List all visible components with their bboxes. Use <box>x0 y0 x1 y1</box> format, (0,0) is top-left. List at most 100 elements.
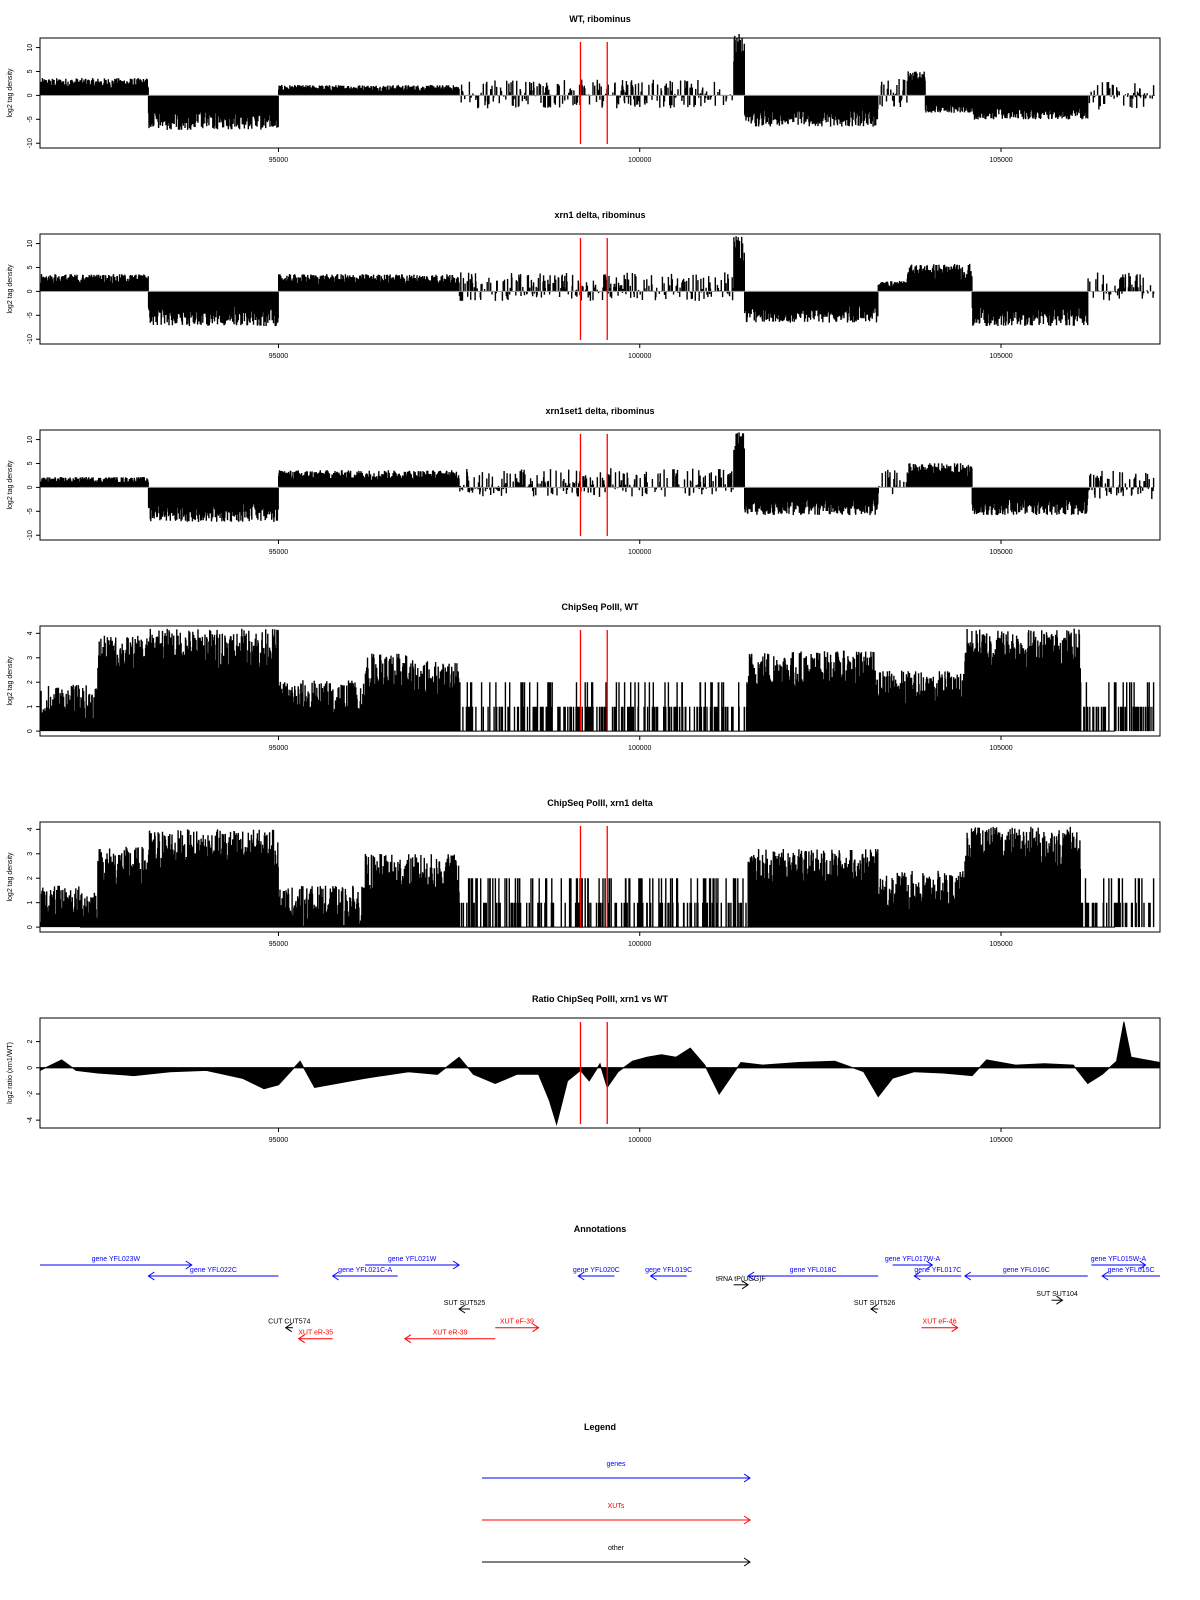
feature-xut-ef-46: XUT eF-46 <box>921 1319 959 1333</box>
feature-gene-yfl021c-a: gene YFL021C-A <box>331 1267 398 1281</box>
arrowhead-icon <box>147 1271 155 1281</box>
y-tick-label: 2 <box>27 1040 34 1044</box>
y-axis-label: log2 tag density <box>7 68 14 118</box>
x-tick-label: 105000 <box>989 941 1012 948</box>
plot-frame <box>39 233 1161 345</box>
chart-panel-2: xrn1 delta, ribominus log2 tag density 105… <box>7 210 1161 360</box>
arrowhead-icon <box>1101 1271 1109 1281</box>
feature-gene-yfl019c: gene YFL019C <box>645 1267 692 1281</box>
y-axis-label: log2 ratio (xrn1/WT) <box>7 1042 14 1104</box>
chart-title: ChipSeq PolII, WT <box>562 602 639 612</box>
y-tick-label: 0 <box>27 925 34 929</box>
y-tick-label: 0 <box>27 289 34 293</box>
x-tick-label: 105000 <box>989 353 1012 360</box>
arrowhead-icon <box>185 1260 193 1270</box>
feature-gene-yfl018c: gene YFL018C <box>747 1267 879 1281</box>
bar-series <box>40 826 1155 928</box>
arrowhead-icon <box>743 1473 751 1483</box>
y-axis-label: log2 tag density <box>7 264 14 314</box>
arrowhead-icon <box>951 1323 959 1333</box>
arrowhead-icon <box>926 1260 934 1270</box>
y-tick-label: 2 <box>27 876 34 880</box>
feature-gene-yfl016c: gene YFL016C <box>964 1267 1088 1281</box>
x-tick-label: 105000 <box>989 745 1012 752</box>
arrowhead-icon <box>577 1271 585 1281</box>
feature-label: gene YFL015C <box>1108 1267 1155 1274</box>
feature-xut-ef-39: XUT eF-39 <box>495 1319 540 1333</box>
arrowhead-icon <box>741 1280 750 1290</box>
arrowhead-icon <box>404 1334 412 1344</box>
arrowhead-icon <box>284 1323 292 1333</box>
x-ticks: 95000 100000 105000 <box>269 148 1013 164</box>
feature-label: SUT SUT104 <box>1036 1291 1078 1298</box>
feature-label: gene YFL015W-A <box>1091 1256 1147 1263</box>
x-ticks: 95000 100000 105000 <box>269 540 1013 556</box>
feature-gene-yfl023w: gene YFL023W <box>40 1256 193 1270</box>
arrowhead-icon <box>1056 1295 1064 1305</box>
feature-cut-cut574: CUT CUT574 <box>268 1319 311 1333</box>
y-ticks: 2 0 -2 -4 <box>27 1040 40 1123</box>
y-tick-label: -10 <box>27 530 34 540</box>
x-tick-label: 95000 <box>269 549 289 556</box>
arrowhead-icon <box>743 1515 751 1525</box>
chart-title: ChipSeq PolII, xrn1 delta <box>547 798 654 808</box>
y-tick-label: 10 <box>27 436 34 444</box>
y-tick-label: -10 <box>27 138 34 148</box>
feature-label: CUT CUT574 <box>268 1319 310 1326</box>
y-tick-label: -5 <box>27 312 34 318</box>
feature-label: tRNA tP(UGG)F <box>716 1276 766 1283</box>
y-ticks: 4 3 2 1 0 <box>27 827 40 929</box>
data-bars <box>40 34 1155 130</box>
feature-trna-tp-ugg-f: tRNA tP(UGG)F <box>716 1276 766 1290</box>
data-bars <box>40 826 1155 928</box>
y-tick-label: 5 <box>27 69 34 73</box>
x-tick-label: 105000 <box>989 157 1012 164</box>
x-ticks: 95000 100000 105000 <box>269 932 1013 948</box>
x-tick-label: 100000 <box>628 549 651 556</box>
arrowhead-icon <box>297 1334 305 1344</box>
y-tick-label: 4 <box>27 631 34 635</box>
chart-title: xrn1set1 delta, ribominus <box>545 406 654 416</box>
y-tick-label: 3 <box>27 852 34 856</box>
feature-label: gene YFL022C <box>190 1267 237 1274</box>
bar-series <box>40 236 1155 326</box>
data-bars <box>40 236 1155 326</box>
legend-entry-xuts: XUTs <box>482 1503 751 1525</box>
feature-label: gene YFL019C <box>645 1267 692 1274</box>
arrowhead-icon <box>331 1271 339 1281</box>
y-axis-label: log2 tag density <box>7 656 14 706</box>
legend-label: other <box>608 1545 625 1552</box>
x-tick-label: 100000 <box>628 353 651 360</box>
feature-label: SUT SUT525 <box>444 1300 486 1307</box>
y-tick-label: -2 <box>27 1091 34 1097</box>
x-tick-label: 105000 <box>989 1137 1012 1144</box>
feature-xut-er-39: XUT eR-39 <box>404 1330 496 1344</box>
plot-frame <box>39 37 1161 149</box>
x-tick-label: 95000 <box>269 745 289 752</box>
feature-gene-yfl022c: gene YFL022C <box>147 1267 279 1281</box>
annotations-panel: Annotations gene YFL023W gene YFL022C gene … <box>40 1224 1160 1344</box>
y-tick-label: 0 <box>27 485 34 489</box>
chart-panel-6: Ratio ChipSeq PolII, xrn1 vs WT log2 rati… <box>7 994 1161 1144</box>
feature-label: gene YFL018C <box>790 1267 837 1274</box>
y-tick-label: 0 <box>27 93 34 97</box>
x-ticks: 95000 100000 105000 <box>269 1128 1013 1144</box>
feature-label: gene YFL016C <box>1003 1267 1050 1274</box>
feature-gene-yfl021w: gene YFL021W <box>365 1256 460 1270</box>
y-tick-label: 1 <box>27 901 34 905</box>
y-tick-label: -5 <box>27 116 34 122</box>
x-tick-label: 100000 <box>628 745 651 752</box>
feature-label: XUT eR-39 <box>433 1330 468 1337</box>
arrowhead-icon <box>964 1271 972 1281</box>
chart-panel-3: xrn1set1 delta, ribominus log2 tag densit… <box>7 406 1161 556</box>
y-tick-label: 1 <box>27 705 34 709</box>
chart-panel-1: WT, ribominus log2 tag density 10 5 0 -5 -10 95… <box>7 14 1161 164</box>
x-tick-label: 95000 <box>269 157 289 164</box>
x-tick-label: 95000 <box>269 941 289 948</box>
chart-title: xrn1 delta, ribominus <box>554 210 645 220</box>
arrowhead-icon <box>743 1557 751 1567</box>
y-tick-label: -10 <box>27 334 34 344</box>
arrowhead-icon <box>1139 1260 1147 1270</box>
feature-gene-yfl020c: gene YFL020C <box>573 1267 620 1281</box>
feature-label: XUT eR-35 <box>298 1330 333 1337</box>
